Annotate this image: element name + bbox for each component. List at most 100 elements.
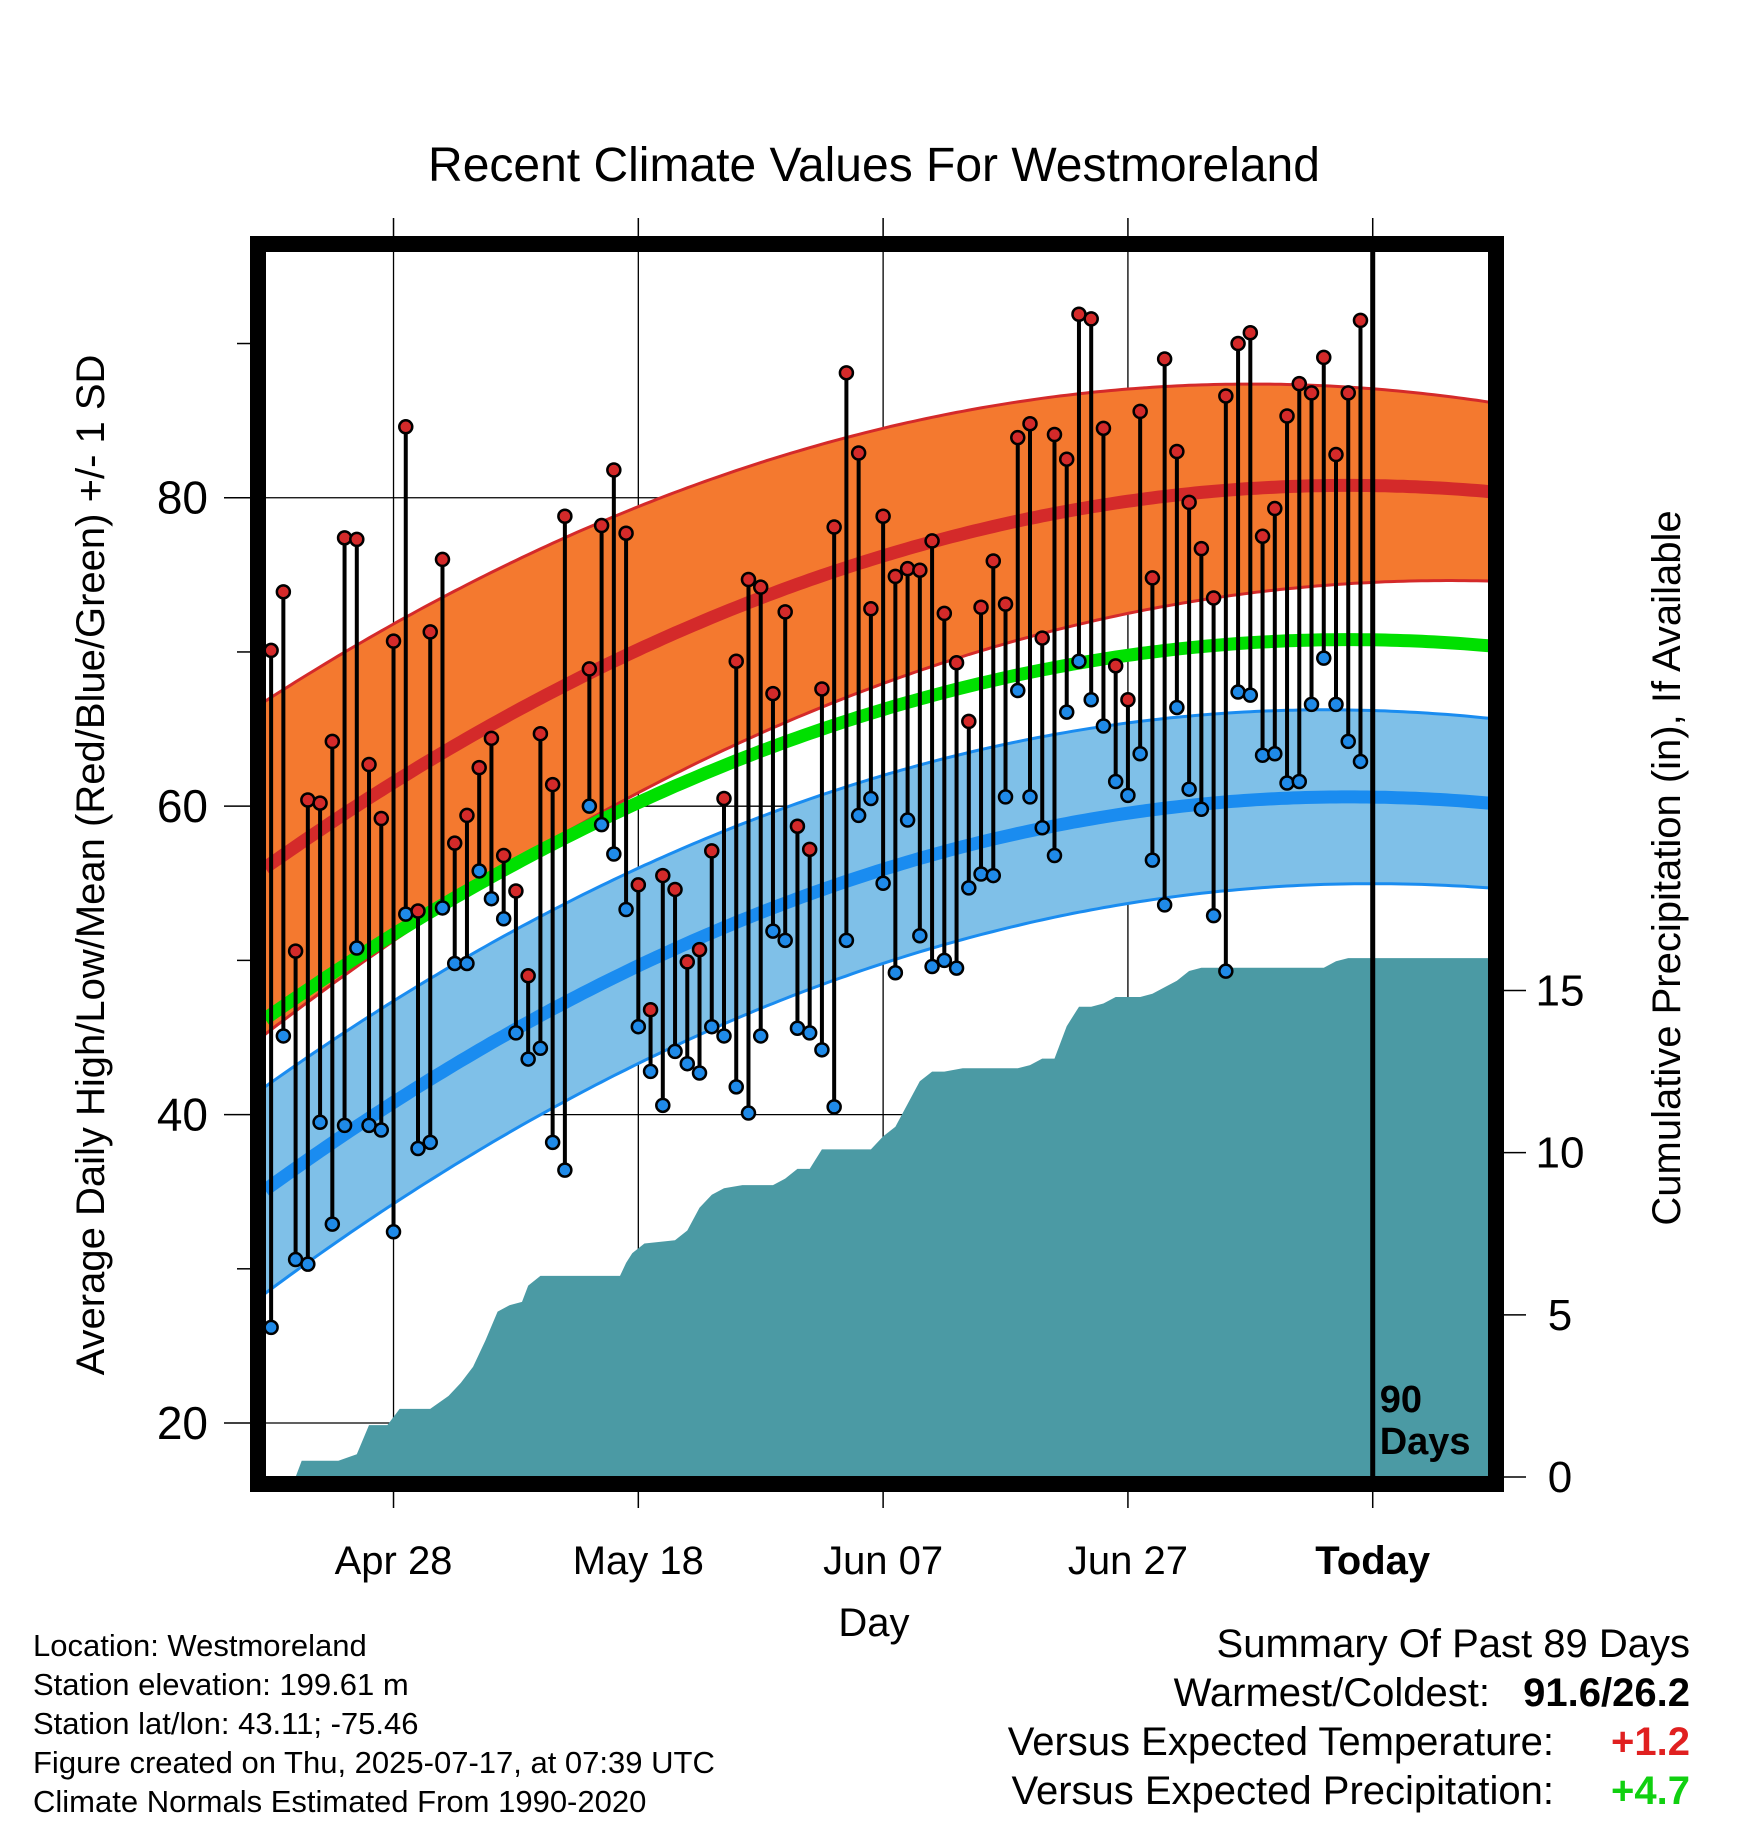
daily-low-point	[385, 1224, 402, 1240]
daily-low-point	[410, 1140, 426, 1157]
daily-low-point	[324, 1216, 341, 1232]
daily-low-point	[373, 1122, 390, 1138]
daily-high-point	[385, 633, 402, 649]
daily-low-point	[312, 1114, 328, 1131]
daily-high-point	[1034, 630, 1050, 646]
today-marker-label-number: 90	[1380, 1379, 1422, 1421]
high-sd-band-upper-edge	[265, 382, 1489, 703]
precip-departure-row: Versus Expected Precipitation: +4.7	[1008, 1767, 1690, 1816]
daily-low-point	[1267, 745, 1283, 762]
daily-low-point	[618, 901, 634, 918]
daily-high-point	[520, 968, 536, 984]
daily-low-point	[581, 798, 598, 814]
y-tick-label: 80	[157, 472, 208, 524]
daily-high-point	[1058, 451, 1075, 467]
daily-low-point	[875, 875, 891, 892]
daily-low-point	[691, 1065, 708, 1081]
location-text: Location: Westmoreland	[33, 1628, 367, 1663]
daily-high-point	[875, 508, 891, 524]
daily-low-point	[398, 906, 414, 922]
daily-high-point	[1303, 385, 1320, 401]
daily-low-point	[1230, 684, 1246, 700]
daily-high-point	[557, 508, 573, 524]
daily-low-point	[1303, 696, 1320, 713]
daily-high-point	[777, 604, 793, 620]
daily-high-point	[398, 419, 414, 435]
daily-low-point	[1279, 775, 1295, 791]
daily-low-point	[1058, 704, 1075, 720]
daily-high-point	[1328, 446, 1344, 463]
daily-low-point	[838, 932, 855, 949]
x-axis-label: Day	[838, 1601, 909, 1645]
daily-high-point	[532, 725, 549, 742]
daily-low-point	[777, 932, 793, 949]
daily-high-point	[434, 551, 451, 568]
daily-high-point	[912, 562, 928, 578]
precip-area	[265, 958, 1489, 1477]
daily-high-point	[349, 531, 365, 548]
daily-low-point	[642, 1063, 659, 1080]
x-tick-label: Jun 27	[1068, 1539, 1188, 1583]
daily-low-point	[471, 863, 487, 879]
daily-low-point	[1144, 852, 1161, 868]
daily-low-point	[752, 1028, 769, 1044]
daily-low-point	[997, 789, 1014, 805]
daily-high-point	[728, 653, 744, 669]
daily-low-point	[765, 923, 781, 939]
daily-high-point	[1205, 590, 1222, 606]
daily-high-point	[265, 642, 279, 659]
daily-high-point	[679, 954, 696, 970]
today-marker-label-days: Days	[1380, 1421, 1471, 1463]
daily-low-point	[973, 866, 989, 882]
daily-low-point	[349, 940, 365, 956]
precip-departure-label: Versus Expected Precipitation:	[1011, 1769, 1554, 1813]
x-tick-label: Jun 07	[823, 1539, 943, 1583]
daily-high-point	[961, 713, 977, 730]
daily-low-point	[532, 1040, 549, 1057]
daily-high-point	[630, 877, 647, 893]
daily-high-point	[655, 867, 671, 884]
daily-high-point	[985, 553, 1002, 569]
daily-low-point	[936, 952, 953, 969]
daily-high-point	[581, 661, 598, 677]
y-axis-label: Average Daily High/Low/Mean (Red/Blue/Gr…	[69, 355, 113, 1376]
daily-low-point	[704, 1018, 720, 1035]
daily-high-point	[691, 941, 708, 958]
normal-low-line	[265, 790, 1489, 1196]
daily-low-point	[948, 960, 965, 976]
daily-high-point	[446, 835, 463, 851]
daily-high-point	[1193, 540, 1210, 557]
daily-low-point	[520, 1051, 536, 1067]
chart-title: Recent Climate Values For Westmoreland	[428, 139, 1320, 192]
daily-high-point	[606, 462, 622, 478]
elevation-text: Station elevation: 199.61 m	[33, 1667, 409, 1702]
low-sd-band-upper-edge	[265, 708, 1489, 1089]
daily-low-point	[459, 955, 475, 972]
daily-high-point	[752, 579, 769, 595]
daily-low-point	[630, 1018, 647, 1035]
daily-high-point	[336, 530, 353, 546]
daily-high-point	[361, 756, 377, 773]
daily-high-point	[936, 605, 953, 622]
y2-tick-label: 15	[1536, 966, 1585, 1015]
daily-high-point	[544, 776, 561, 793]
warmest-coldest-value: 91.6/26.2	[1523, 1671, 1690, 1715]
daily-high-point	[740, 571, 757, 588]
daily-points	[265, 306, 1369, 1336]
daily-high-point	[948, 655, 965, 671]
daily-low-point	[1340, 733, 1356, 750]
daily-high-point	[1022, 415, 1038, 432]
daily-low-point	[483, 890, 500, 907]
daily-low-point	[557, 1162, 573, 1178]
daily-high-point	[850, 445, 867, 461]
low-sd-band-lower-edge	[265, 882, 1489, 1295]
daily-high-point	[1144, 570, 1161, 586]
daily-high-point	[1107, 658, 1124, 674]
daily-high-point	[1352, 312, 1369, 329]
daily-high-point	[593, 517, 610, 534]
daily-low-point	[1022, 789, 1038, 805]
daily-low-point	[508, 1025, 524, 1041]
daily-high-point	[1010, 429, 1026, 446]
daily-high-point	[300, 792, 316, 808]
low-sd-band	[265, 709, 1489, 1294]
